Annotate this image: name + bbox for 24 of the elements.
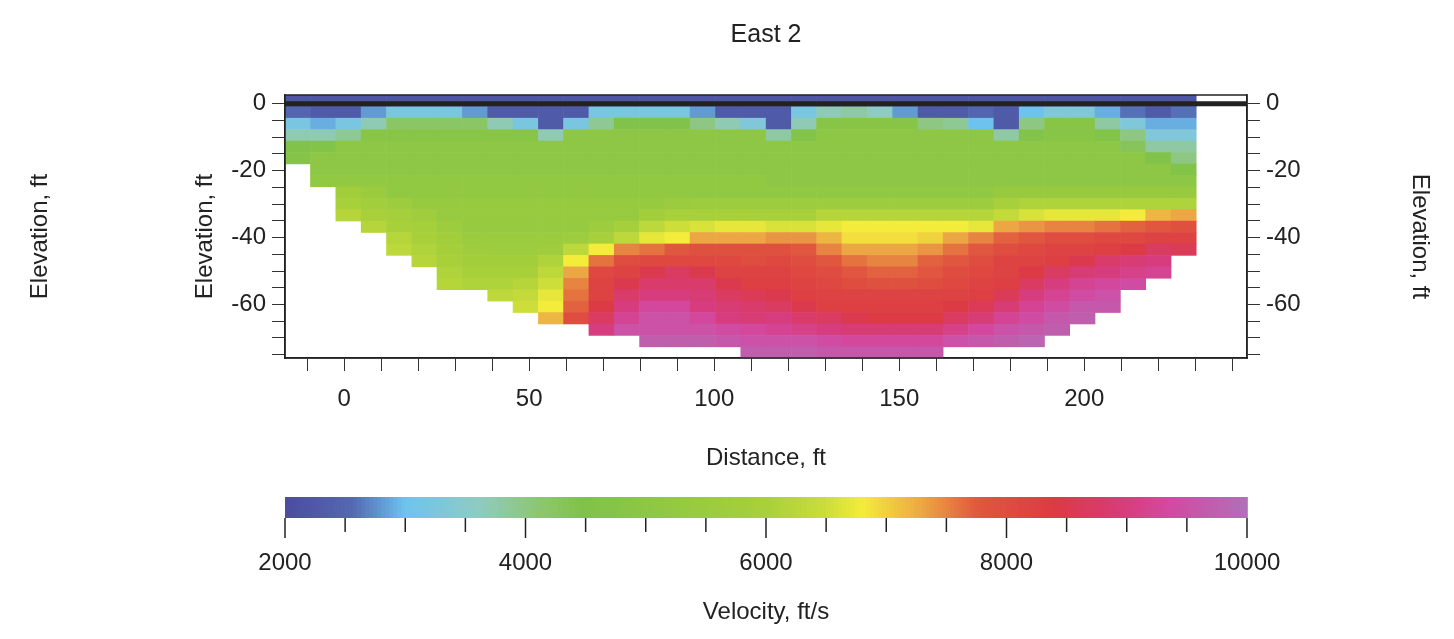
y2-tick-label: -60 — [1266, 289, 1301, 317]
x-tick-label: 0 — [337, 384, 351, 412]
color-bar-title: Velocity, ft/s — [702, 596, 830, 624]
x-tick-label: 50 — [515, 384, 543, 412]
color-bar-label: 4000 — [498, 547, 553, 575]
x-tick-label: 150 — [879, 384, 920, 412]
y-axis-title: Elevation, ft — [189, 173, 217, 300]
y-tick-label: -40 — [231, 222, 266, 250]
y2-tick-label: -20 — [1266, 155, 1301, 183]
text: Elevation, ft — [24, 173, 52, 300]
y2-tick-label: 0 — [1266, 88, 1280, 116]
y2-tick-label: -40 — [1266, 222, 1301, 250]
color-bar-label: 10000 — [1213, 547, 1281, 575]
y-tick-label: -20 — [231, 155, 266, 183]
x-tick-label: 200 — [1064, 384, 1105, 412]
color-bar-label: 2000 — [258, 547, 312, 575]
y-tick-label: 0 — [252, 88, 266, 116]
color-bar-label: 8000 — [979, 547, 1034, 575]
y2-axis-title: Elevation, ft — [1408, 173, 1436, 300]
y-tick-label: -60 — [231, 289, 266, 317]
x-tick-label: 100 — [694, 384, 735, 412]
color-bar-label: 6000 — [739, 547, 793, 575]
chart-title: East 2 — [730, 18, 802, 47]
x-axis-title: Distance, ft — [705, 442, 827, 470]
